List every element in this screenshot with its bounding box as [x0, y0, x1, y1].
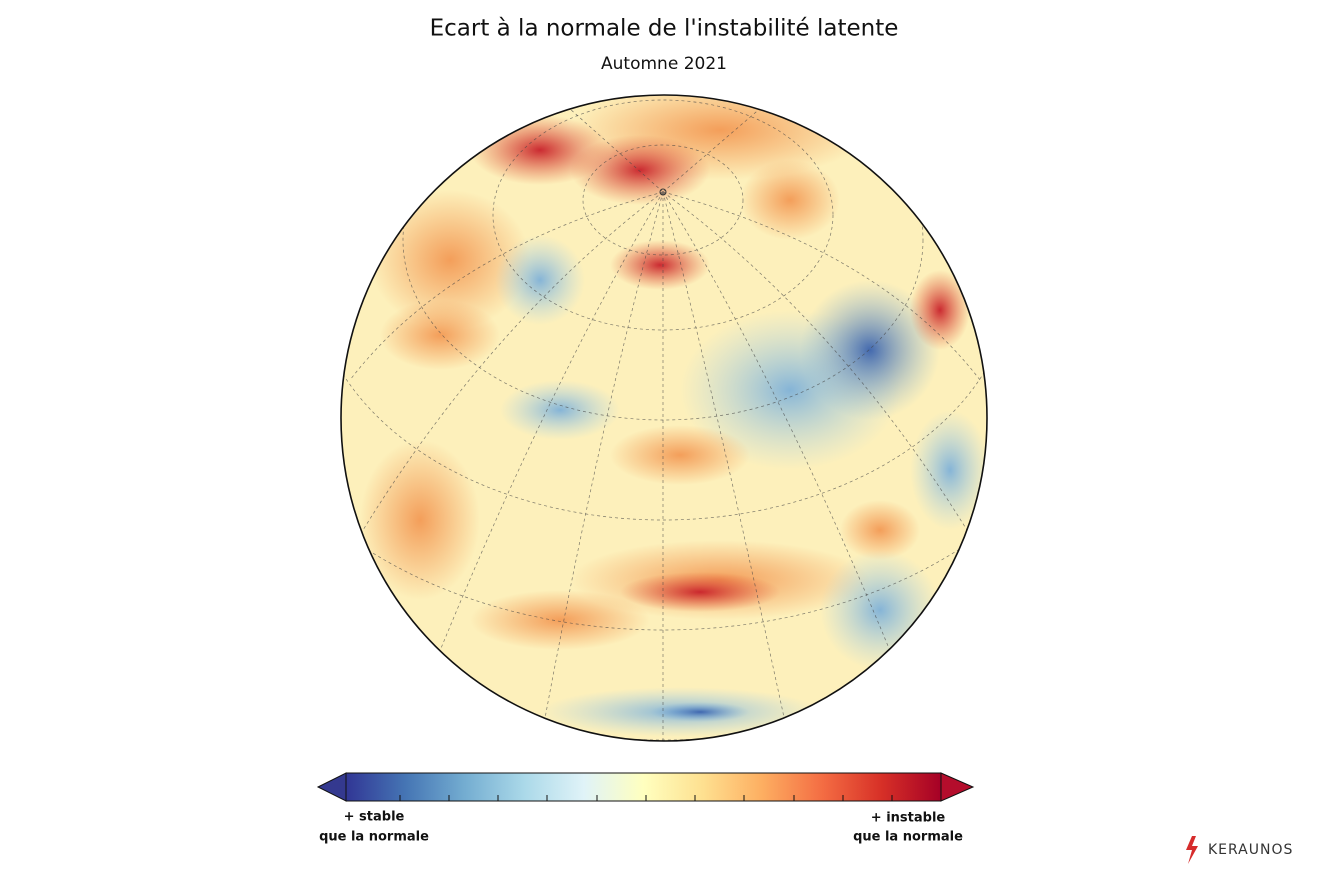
subtitle: Automne 2021: [601, 54, 727, 74]
globe: [341, 95, 987, 741]
title: Ecart à la normale de l'instabilité late…: [430, 16, 899, 42]
logo-text: KERAUNOS: [1208, 842, 1293, 858]
globe-outline: [340, 94, 988, 742]
low-label: + stable: [344, 810, 405, 825]
low-label: que la normale: [319, 830, 429, 845]
logo: KERAUNOS: [1186, 836, 1293, 864]
colorbar: [316, 772, 975, 802]
high-label: + instable: [871, 811, 946, 826]
high-label: que la normale: [853, 830, 963, 845]
